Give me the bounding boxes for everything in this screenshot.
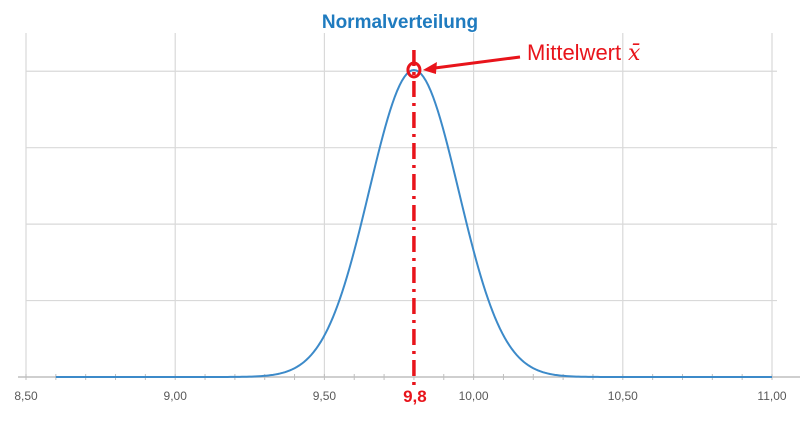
- annotation-layer: Mittelwert x̄ 9,8: [403, 40, 641, 406]
- distribution-curve: [55, 68, 772, 378]
- arrow-head: [422, 62, 437, 74]
- mean-arrow: [434, 55, 521, 70]
- x-tick-label: 8,50: [14, 389, 38, 403]
- chart-title: Normalverteilung: [321, 12, 479, 33]
- x-tick-label: 10,50: [608, 389, 638, 403]
- x-tick-label: 9,00: [164, 389, 188, 403]
- x-tick-label: 9,50: [313, 389, 337, 403]
- mean-value-label: 9,8: [403, 387, 427, 406]
- x-tick-label: 11,00: [757, 389, 786, 403]
- mean-point-marker: [406, 61, 422, 79]
- mean-symbol: x̄: [628, 41, 641, 66]
- curve-layer: [55, 68, 772, 378]
- x-tick-label: 10,00: [459, 389, 489, 403]
- mean-callout-text: Mittelwert: [527, 40, 621, 65]
- grid-layer: [25, 33, 777, 377]
